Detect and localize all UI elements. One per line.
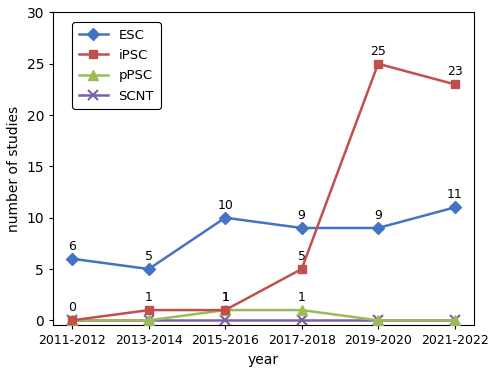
Text: 23: 23 bbox=[447, 65, 462, 78]
Text: 11: 11 bbox=[447, 188, 462, 201]
Text: 1: 1 bbox=[221, 291, 229, 304]
Text: 9: 9 bbox=[298, 209, 306, 222]
Text: 1: 1 bbox=[221, 291, 229, 304]
pPSC bbox=[375, 318, 381, 323]
X-axis label: year: year bbox=[248, 353, 279, 367]
ESC bbox=[375, 226, 381, 230]
Y-axis label: number of studies: number of studies bbox=[7, 106, 21, 232]
pPSC bbox=[299, 308, 305, 312]
iPSC bbox=[146, 308, 152, 312]
SCNT bbox=[69, 318, 75, 323]
Text: 0: 0 bbox=[68, 301, 76, 314]
iPSC bbox=[299, 267, 305, 271]
Line: ESC: ESC bbox=[68, 203, 459, 273]
SCNT bbox=[222, 318, 228, 323]
pPSC bbox=[452, 318, 458, 323]
Line: pPSC: pPSC bbox=[68, 305, 459, 325]
Text: 1: 1 bbox=[298, 291, 306, 304]
iPSC bbox=[222, 308, 228, 312]
SCNT bbox=[146, 318, 152, 323]
SCNT bbox=[452, 318, 458, 323]
Text: 6: 6 bbox=[68, 240, 76, 252]
Text: 10: 10 bbox=[217, 199, 233, 212]
iPSC bbox=[375, 61, 381, 66]
ESC bbox=[69, 257, 75, 261]
pPSC bbox=[146, 318, 152, 323]
Legend: ESC, iPSC, pPSC, SCNT: ESC, iPSC, pPSC, SCNT bbox=[73, 22, 161, 109]
Line: iPSC: iPSC bbox=[68, 59, 459, 325]
ESC bbox=[146, 267, 152, 271]
Text: 1: 1 bbox=[145, 291, 153, 304]
SCNT bbox=[375, 318, 381, 323]
iPSC bbox=[69, 318, 75, 323]
SCNT bbox=[299, 318, 305, 323]
Text: 5: 5 bbox=[298, 250, 306, 263]
Text: 9: 9 bbox=[374, 209, 382, 222]
pPSC bbox=[69, 318, 75, 323]
Line: SCNT: SCNT bbox=[68, 316, 459, 325]
Text: 25: 25 bbox=[370, 45, 386, 58]
iPSC bbox=[452, 82, 458, 86]
ESC bbox=[452, 205, 458, 210]
Text: 5: 5 bbox=[145, 250, 153, 263]
pPSC bbox=[222, 308, 228, 312]
ESC bbox=[299, 226, 305, 230]
ESC bbox=[222, 215, 228, 220]
